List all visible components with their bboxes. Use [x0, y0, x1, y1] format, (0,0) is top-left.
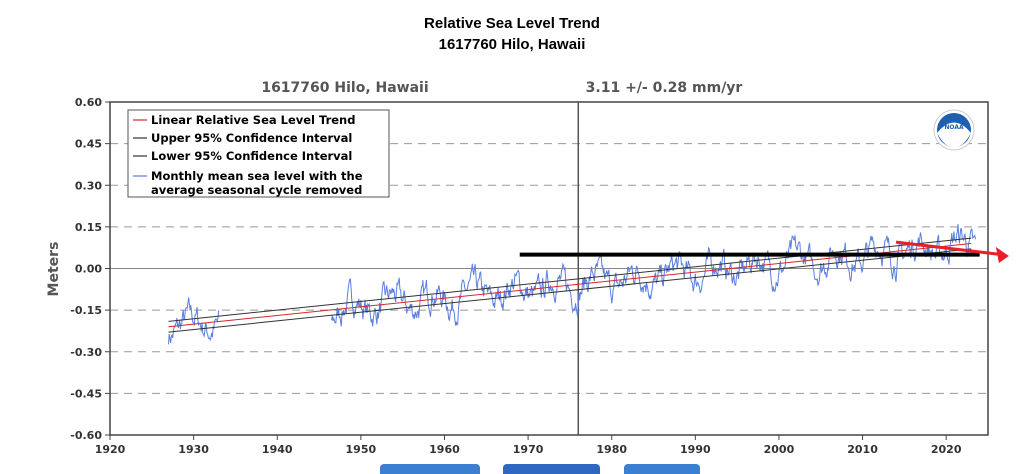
x-tick-label: 1920 [95, 443, 126, 456]
x-tick-label: 1970 [513, 443, 544, 456]
chart-subtitle: 1617760 Hilo, Hawaii [439, 36, 586, 53]
monthly-sea-level-series [168, 297, 220, 345]
x-tick-label: 1980 [596, 443, 627, 456]
upper-ci-line [168, 237, 972, 322]
nav-button-3[interactable] [624, 464, 700, 474]
legend-label: Upper 95% Confidence Interval [151, 131, 352, 145]
x-tick-label: 1940 [262, 443, 293, 456]
y-axis-label: Meters [46, 242, 62, 297]
legend-label: Linear Relative Sea Level Trend [151, 113, 355, 127]
lower-ci-line [168, 248, 972, 333]
trend-line [168, 243, 972, 328]
plot-frame [109, 101, 989, 436]
station-label: 1617760 Hilo, Hawaii [261, 80, 428, 96]
y-tick-label: 0.30 [75, 179, 102, 192]
red-annotation-arrow [895, 240, 1002, 257]
monthly-sea-level-series [331, 224, 976, 327]
x-tick-label: 1930 [178, 443, 209, 456]
chart-title: Relative Sea Level Trend [424, 15, 600, 32]
nav-button-1[interactable] [380, 464, 480, 474]
y-tick-label: 0.45 [75, 138, 102, 151]
x-tick-label: 2020 [931, 443, 962, 456]
y-tick-label: -0.60 [70, 429, 102, 442]
legend-label: Lower 95% Confidence Interval [151, 149, 352, 163]
legend-box [127, 109, 390, 198]
noaa-logo-bird [937, 122, 971, 148]
noaa-logo-text: NOAA [944, 124, 964, 131]
y-tick-label: -0.15 [70, 304, 102, 317]
x-tick-label: 2000 [764, 443, 795, 456]
x-tick-label: 1990 [680, 443, 711, 456]
legend-label: average seasonal cycle removed [151, 183, 362, 197]
y-tick-label: -0.45 [70, 387, 102, 400]
y-tick-label: 0.00 [75, 263, 102, 276]
nav-button-2[interactable] [503, 464, 600, 474]
trend-rate-label: 3.11 +/- 0.28 mm/yr [586, 80, 743, 96]
red-arrow-head [995, 247, 1009, 264]
x-tick-label: 2010 [847, 443, 878, 456]
y-tick-label: 0.15 [75, 221, 102, 234]
legend-label: Monthly mean sea level with the [151, 169, 363, 183]
x-tick-label: 1950 [346, 443, 377, 456]
x-tick-label: 1960 [429, 443, 460, 456]
y-tick-label: 0.60 [75, 96, 102, 109]
y-tick-label: -0.30 [70, 346, 102, 359]
